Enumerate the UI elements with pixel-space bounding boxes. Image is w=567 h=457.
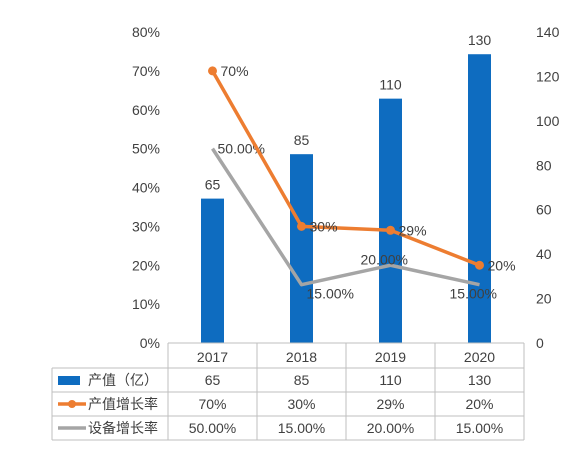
right-axis-tick-label: 0 (536, 335, 544, 351)
line-data-label: 15.00% (307, 286, 354, 302)
table-cell-value: 20% (465, 396, 493, 412)
legend-series-name: 产值（亿） (88, 372, 158, 388)
right-axis-tick-label: 120 (536, 68, 560, 84)
table-cell-value: 50.00% (189, 420, 236, 436)
left-axis-tick-label: 30% (132, 218, 160, 234)
series-marker (297, 221, 306, 231)
right-axis-tick-label: 140 (536, 24, 560, 40)
bar-data-label: 130 (468, 32, 492, 48)
line-data-label: 70% (221, 63, 249, 79)
left-axis-tick-label: 10% (132, 296, 160, 312)
table-cell-value: 65 (205, 372, 221, 388)
bar-output (379, 98, 402, 344)
right-axis-tick-label: 20 (536, 291, 552, 307)
table-cell-value: 15.00% (456, 420, 503, 436)
line-data-label: 29% (399, 222, 427, 238)
left-axis-tick-label: 80% (132, 24, 160, 40)
legend-series-name: 设备增长率 (88, 420, 158, 436)
left-axis-tick-label: 0% (140, 335, 160, 351)
table-cell-value: 130 (468, 372, 492, 388)
line-data-label: 20.00% (361, 251, 408, 267)
series-marker (208, 66, 217, 76)
bar-data-label: 85 (294, 132, 310, 148)
x-axis-category-label: 2017 (197, 349, 228, 365)
bar-output (201, 198, 224, 343)
table-cell-value: 29% (376, 396, 404, 412)
left-axis-tick-label: 40% (132, 180, 160, 196)
line-data-label: 30% (310, 218, 338, 234)
right-axis-tick-label: 60 (536, 202, 552, 218)
table-cell-value: 15.00% (278, 420, 325, 436)
legend-series-name: 产值增长率 (88, 396, 158, 412)
legend-key-marker (68, 400, 76, 408)
bar-output (290, 154, 313, 343)
left-axis-tick-label: 20% (132, 257, 160, 273)
right-axis-tick-label: 100 (536, 113, 560, 129)
bar-data-label: 65 (205, 177, 221, 193)
table-cell-value: 70% (198, 396, 226, 412)
line-data-label: 20% (488, 257, 516, 273)
line-data-label: 15.00% (450, 286, 497, 302)
left-axis-tick-label: 60% (132, 102, 160, 118)
table-cell-value: 85 (294, 372, 310, 388)
x-axis-category-label: 2018 (286, 349, 317, 365)
x-axis-category-label: 2020 (464, 349, 495, 365)
left-axis-tick-label: 50% (132, 141, 160, 157)
series-line (210, 70, 481, 267)
table-cell-value: 110 (379, 372, 402, 388)
right-axis-tick-label: 40 (536, 246, 552, 262)
left-axis-tick-label: 70% (132, 63, 160, 79)
x-axis-category-label: 2019 (375, 349, 406, 365)
table-cell-value: 30% (287, 396, 315, 412)
bar-output (468, 54, 491, 343)
legend-key-bar (58, 376, 80, 385)
series-marker (475, 260, 484, 270)
series-line (211, 147, 480, 287)
right-axis-tick-label: 80 (536, 157, 552, 173)
series-marker (386, 225, 395, 235)
table-cell-value: 20.00% (367, 420, 414, 436)
bar-data-label: 110 (379, 77, 402, 93)
